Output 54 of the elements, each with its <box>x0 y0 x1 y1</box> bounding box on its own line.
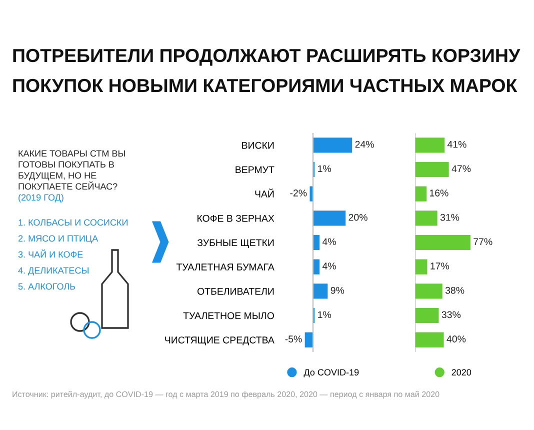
data-label: 4% <box>322 262 336 270</box>
bar <box>415 210 438 226</box>
y-tick-label: ЧИСТЯЩИЕ СРЕДСТВА <box>165 336 274 346</box>
bar <box>415 259 428 274</box>
y-tick-label: КОФЕ В ЗЕРНАХ <box>198 214 274 222</box>
data-label: 41% <box>447 140 466 148</box>
bar <box>313 210 346 226</box>
bar <box>415 234 470 250</box>
bar <box>415 186 427 202</box>
data-label: 24% <box>355 140 374 148</box>
bar <box>304 332 313 348</box>
data-label: 40% <box>446 336 466 342</box>
text: Источник: ритейл-аудит, до COVID-19 — год с марта 2019 по февраль 2020, 2020 — период с января по май 2020 <box>12 391 440 399</box>
data-label: -5% <box>285 336 302 342</box>
text: 2. МЯСО И ПТИЦА <box>18 235 98 244</box>
bar <box>313 234 320 250</box>
legend-label: 2020 <box>452 369 472 376</box>
legend-label: До COVID-19 <box>304 369 359 378</box>
chart-title: ПОТРЕБИТЕЛИ ПРОДОЛЖАЮТ РАСШИРЯТЬ КОРЗИНУ ПОКУПОК НОВЫМИ КАТЕГОРИЯМИ ЧАСТНЫХ МАРОК <box>13 48 520 92</box>
y-tick-label: ЧАЙ <box>255 188 274 198</box>
bar <box>313 284 328 299</box>
data-label: 1% <box>318 311 332 318</box>
text: 4. ДЕЛИКАТЕСЫ <box>18 267 88 276</box>
text: 1. КОЛБАСЫ И СОСИСКИ <box>18 219 128 226</box>
bar <box>415 138 445 153</box>
text: 3. ЧАЙ И КОФЕ <box>18 249 83 258</box>
data-label: 38% <box>445 286 464 294</box>
data-label: 77% <box>474 238 492 246</box>
text: 5. АЛКОГОЛЬ <box>18 283 76 290</box>
data-label: 20% <box>348 214 368 221</box>
y-tick-label: ВИСКИ <box>242 142 274 149</box>
bar <box>415 308 439 324</box>
data-label: 33% <box>442 311 461 318</box>
text: КАКИЕ ТОВАРЫ СТМ ВЫ ГОТОВЫ ПОКУПАТЬ В БУДУЩЕМ, НО НЕ ПОКУПАЕТЕ СЕЙЧАС? <box>18 150 125 190</box>
bar <box>415 332 444 348</box>
data-label: 31% <box>440 214 460 221</box>
bar <box>313 138 352 153</box>
text: (2019 ГОД) <box>18 194 64 202</box>
data-label: 9% <box>330 286 344 294</box>
y-tick-label: ОТБЕЛИВАТЕЛИ <box>197 288 274 295</box>
bar <box>415 162 449 178</box>
y-tick-label: ВЕРМУТ <box>236 166 274 174</box>
data-label: 1% <box>318 165 332 172</box>
y-tick-label: ТУАЛЕТНОЕ МЫЛО <box>183 312 274 320</box>
data-label: 47% <box>452 165 471 172</box>
bar <box>415 284 442 299</box>
bar <box>313 259 320 274</box>
y-tick-label: ТУАЛЕТНАЯ БУМАГА <box>176 264 274 270</box>
data-label: 17% <box>430 262 450 270</box>
data-label: -2% <box>290 190 307 196</box>
y-tick-label: ЗУБНЫЕ ЩЕТКИ <box>197 239 274 248</box>
data-label: 16% <box>430 190 448 196</box>
bar <box>310 186 313 202</box>
data-label: 4% <box>322 238 336 246</box>
